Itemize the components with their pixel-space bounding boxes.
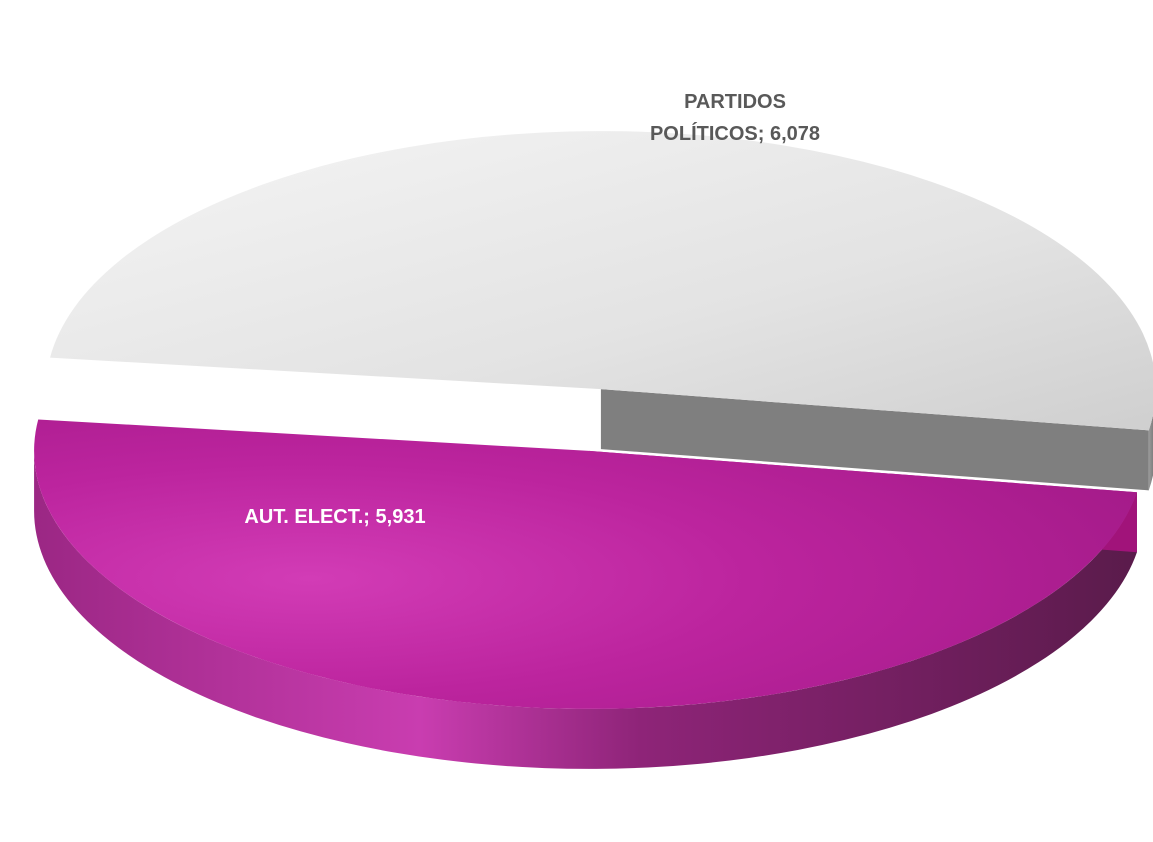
pie-slice-cut-face [600, 389, 1149, 491]
data-label-line: POLÍTICOS; 6,078 [650, 122, 820, 145]
data-label-line: PARTIDOS [684, 91, 786, 113]
pie-slice-1 [50, 131, 1153, 491]
data-label-1: PARTIDOS POLÍTICOS; 6,078 [650, 91, 820, 145]
pie-slice-side [34, 450, 1137, 769]
data-label-2: AUT. ELECT.; 5,931 [244, 506, 425, 528]
pie-slice-top [34, 419, 1137, 709]
data-label-line: AUT. ELECT.; 5,931 [244, 506, 425, 528]
pie-slice-top [50, 131, 1153, 431]
pie-slice-side [1148, 415, 1153, 491]
pie-slice-2 [34, 419, 1137, 769]
